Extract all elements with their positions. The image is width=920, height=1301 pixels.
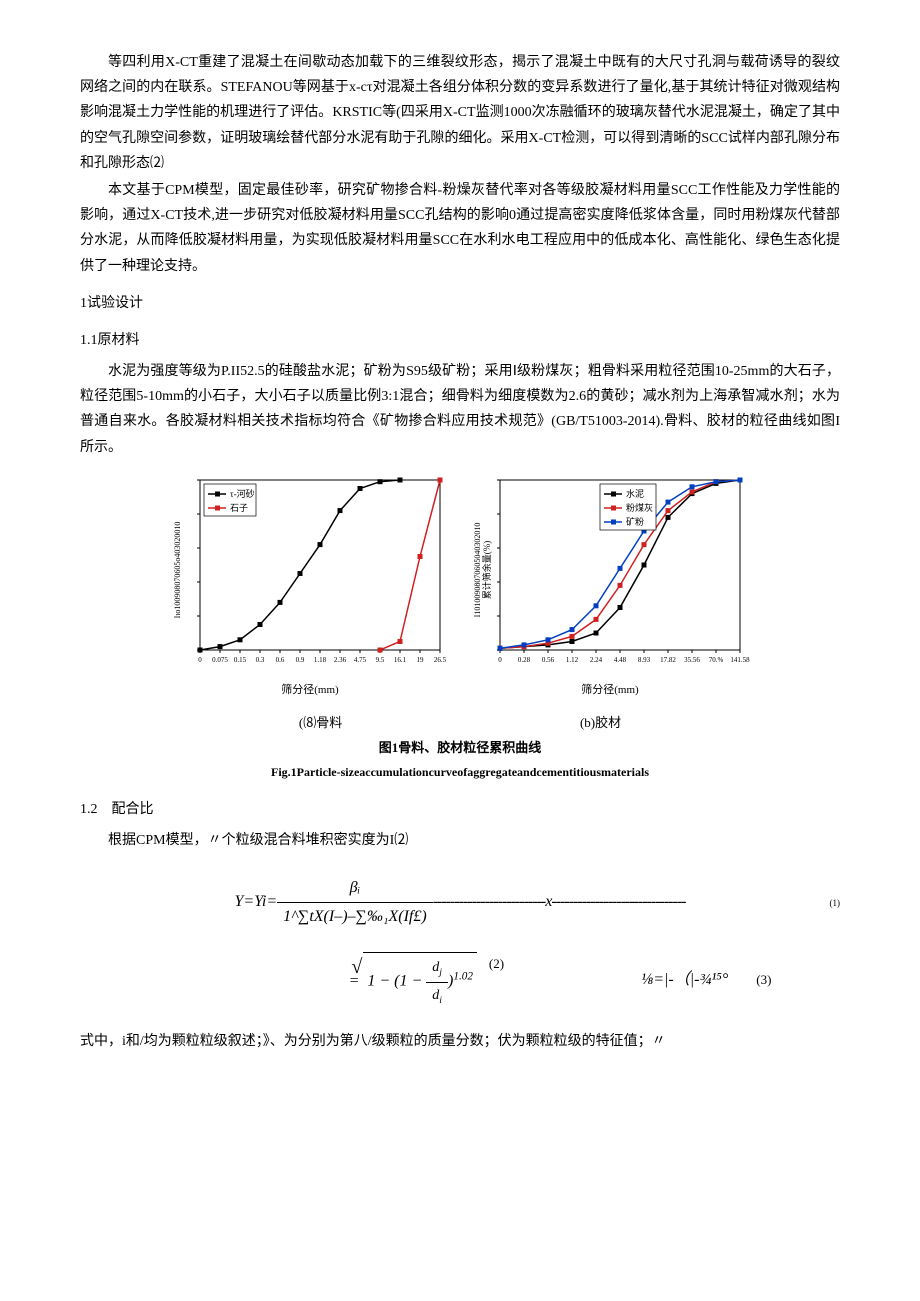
svg-text:26.5: 26.5 xyxy=(434,656,447,664)
formula-2-number: (2) xyxy=(489,956,504,971)
formula-3-expr: ⅛=|-（|-¾¹⁵° xyxy=(641,971,728,988)
charts-container: Iιo100908070605o403020010 0 0.075 0.15 0.3 0.… xyxy=(80,470,840,701)
formula-2-sqrt: 1 − (1 − djdi)1.02 xyxy=(363,952,477,1009)
formula-2: = 1 − (1 − djdi)1.02 (2) xyxy=(349,952,505,1009)
svg-text:1.18: 1.18 xyxy=(314,656,327,664)
svg-text:τ-河砂: τ-河砂 xyxy=(230,488,255,499)
svg-text:0.9: 0.9 xyxy=(296,656,305,664)
svg-text:0: 0 xyxy=(198,656,202,664)
svg-text:2.24: 2.24 xyxy=(590,656,603,664)
svg-text:70.%: 70.% xyxy=(709,656,724,664)
svg-text:16.1: 16.1 xyxy=(394,656,407,664)
svg-text:2.36: 2.36 xyxy=(334,656,347,664)
svg-text:141.58: 141.58 xyxy=(730,656,750,664)
paragraph-2: 本文基于CPM模型，固定最佳砂率，研究矿物掺合料-粉燥灰替代率对各等级胶凝材料用… xyxy=(80,178,840,279)
chart-b-cement: I10100908070605040302010累计筛余量(%) 0 0.28 0.5… xyxy=(470,470,750,701)
svg-text:石子: 石子 xyxy=(230,503,248,513)
formula-1-numerator: βᵢ xyxy=(277,874,433,904)
svg-text:I10100908070605040302010: I10100908070605040302010 xyxy=(473,522,482,617)
formula-1-fraction: βᵢ 1^∑tX(I–)–∑‰₁X(If£) xyxy=(277,874,433,933)
svg-text:1.12: 1.12 xyxy=(566,656,579,664)
svg-text:0.56: 0.56 xyxy=(542,656,555,664)
svg-text:0: 0 xyxy=(498,656,502,664)
figure-1-title-en: Fig.1Particle-sizeaccumulationcurveofagg… xyxy=(80,762,840,784)
chart-a-aggregate: Iιo100908070605o403020010 0 0.075 0.15 0.3 0.… xyxy=(170,470,450,701)
svg-text:19: 19 xyxy=(417,656,425,664)
section-1-1-heading: 1.1原材料 xyxy=(80,328,840,353)
formula-3: ⅛=|-（|-¾¹⁵° (3) xyxy=(641,966,771,995)
svg-text:0.3: 0.3 xyxy=(256,656,265,664)
svg-text:0.6: 0.6 xyxy=(276,656,285,664)
svg-text:粉煤灰: 粉煤灰 xyxy=(626,502,653,513)
chart-a-xlabel: 筛分径(mm) xyxy=(170,681,450,701)
svg-text:0.075: 0.075 xyxy=(212,656,228,664)
section-1-heading: 1试验设计 xyxy=(80,291,840,316)
chart-b-xlabel: 筛分径(mm) xyxy=(470,681,750,701)
svg-text:累计筛余量(%): 累计筛余量(%) xyxy=(481,541,492,600)
svg-text:0.15: 0.15 xyxy=(234,656,247,664)
chart-a-svg: Iιo100908070605o403020010 0 0.075 0.15 0.3 0.… xyxy=(170,470,450,670)
subcaption-row: (⑻骨料 (b)胶材 xyxy=(180,711,740,734)
formula-1-denominator: 1^∑tX(I–)–∑‰₁X(If£) xyxy=(277,903,433,932)
svg-text:17.82: 17.82 xyxy=(660,656,676,664)
formula-1: Y=Yi= βᵢ 1^∑tX(I–)–∑‰₁X(If£) -----------… xyxy=(80,874,840,933)
svg-text:矿粉: 矿粉 xyxy=(626,516,644,527)
formula-1-lhs: Y=Yi= xyxy=(235,888,278,917)
svg-text:0.28: 0.28 xyxy=(518,656,531,664)
svg-text:4.75: 4.75 xyxy=(354,656,367,664)
svg-text:4.48: 4.48 xyxy=(614,656,627,664)
caption-b: (b)胶材 xyxy=(580,711,621,734)
svg-text:35.56: 35.56 xyxy=(684,656,700,664)
figure-1-title: 图1骨料、胶材粒径累积曲线 xyxy=(80,736,840,759)
paragraph-5: 式中，i和/均为颗粒粒级叙述；》、为分别为第八/级颗粒的质量分数；伏为颗粒粒级的… xyxy=(80,1029,840,1054)
section-1-2-heading: 1.2 配合比 xyxy=(80,797,840,822)
caption-a: (⑻骨料 xyxy=(299,711,342,734)
svg-text:8.93: 8.93 xyxy=(638,656,651,664)
paragraph-4: 根据CPM模型，〃个粒级混合料堆积密实度为I⑵ xyxy=(80,828,840,853)
paragraph-1: 等四利用X-CT重建了混凝土在间歇动态加载下的三维裂纹形态，揭示了混凝土中既有的… xyxy=(80,50,840,176)
formula-2-3-row: = 1 − (1 − djdi)1.02 (2) ⅛=|-（|-¾¹⁵° (3) xyxy=(80,952,840,1009)
paragraph-3: 水泥为强度等级为P.II52.5的硅酸盐水泥；矿粉为S95级矿粉；采用Ⅰ级粉煤灰… xyxy=(80,359,840,460)
formula-1-number: (1) xyxy=(830,895,841,911)
formula-3-number: (3) xyxy=(756,972,771,987)
svg-text:水泥: 水泥 xyxy=(626,488,644,499)
svg-text:Iιo100908070605o403020010: Iιo100908070605o403020010 xyxy=(173,521,182,618)
svg-text:9.5: 9.5 xyxy=(376,656,385,664)
chart-b-svg: I10100908070605040302010累计筛余量(%) 0 0.28 0.5… xyxy=(470,470,750,670)
